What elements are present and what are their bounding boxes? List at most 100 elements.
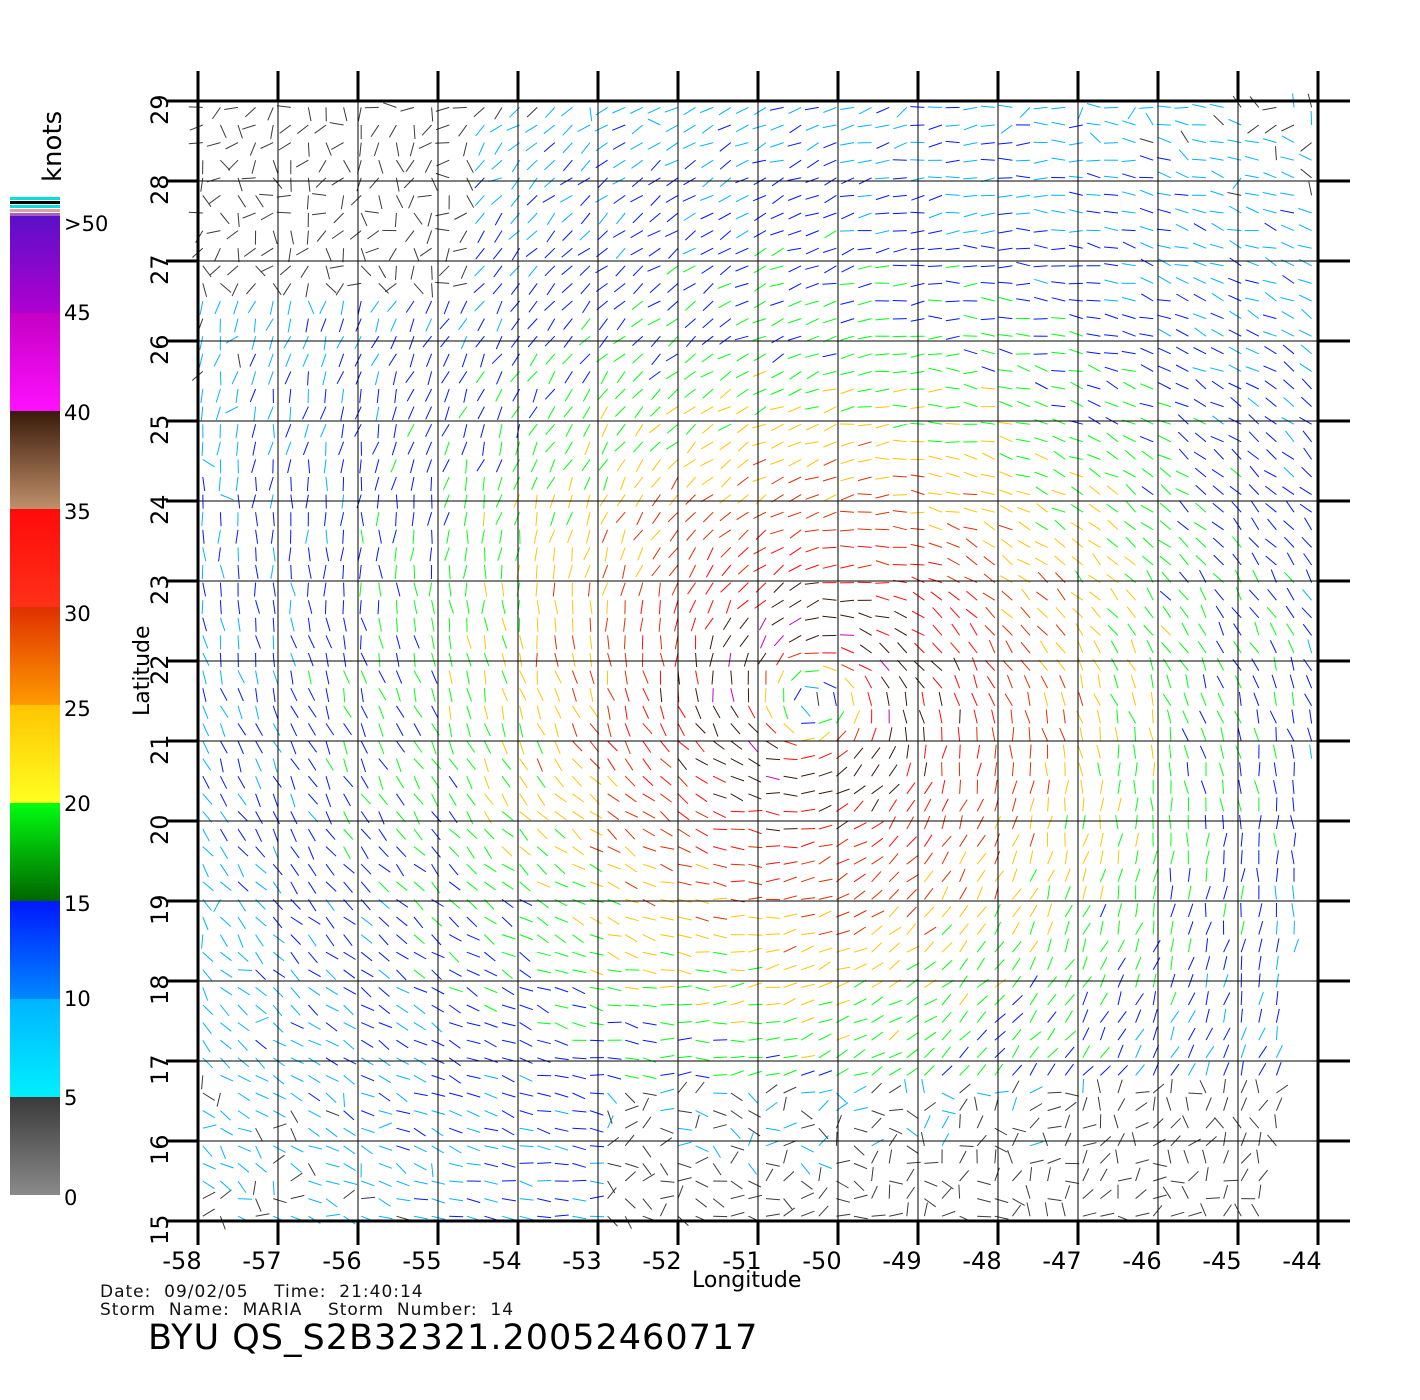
wind-vector — [713, 969, 727, 974]
wind-vector — [255, 1004, 267, 1015]
wind-vector — [805, 353, 819, 358]
wind-vector — [1087, 242, 1101, 249]
wind-vector — [1047, 1011, 1057, 1023]
wind-vector — [1188, 1138, 1201, 1147]
wind-vector — [642, 670, 649, 684]
wind-vector — [501, 582, 505, 597]
wind-vector — [757, 652, 767, 665]
wind-vector — [734, 335, 749, 341]
wind-vector — [519, 898, 533, 907]
wind-vector — [1064, 994, 1075, 1006]
wind-vector — [923, 834, 933, 847]
wind-vector — [607, 1074, 622, 1080]
wind-vector — [395, 652, 400, 667]
wind-vector — [565, 423, 573, 437]
wind-vector — [324, 388, 327, 403]
wind-vector — [615, 511, 626, 524]
wind-vector — [927, 282, 943, 285]
wind-vector — [765, 723, 777, 734]
wind-vector — [986, 676, 996, 689]
wind-vector — [466, 916, 478, 928]
wind-vector — [701, 335, 714, 346]
wind-vector — [290, 230, 294, 245]
wind-vector — [466, 934, 480, 941]
wind-vector — [888, 1184, 891, 1199]
wind-vector — [910, 211, 925, 214]
wind-vector — [923, 744, 927, 759]
wind-vector — [237, 705, 243, 720]
wind-vector — [893, 525, 907, 531]
wind-vector — [659, 705, 665, 720]
wind-vector — [1016, 400, 1031, 408]
wind-vector — [1104, 401, 1119, 408]
wind-vector — [374, 476, 380, 491]
wind-vector — [1205, 885, 1211, 900]
wind-vector — [1065, 1180, 1080, 1184]
wind-vector — [998, 247, 1013, 251]
wind-vector — [734, 142, 749, 147]
wind-vector — [822, 318, 837, 324]
wind-vector — [1249, 1117, 1260, 1129]
wind-vector — [1082, 1142, 1097, 1147]
wind-vector — [969, 623, 978, 636]
wind-vector — [483, 652, 490, 667]
wind-vector — [836, 1034, 850, 1041]
wind-vector — [607, 898, 621, 906]
wind-vector — [700, 370, 714, 378]
wind-vector — [378, 776, 384, 790]
wind-vector — [1086, 282, 1101, 284]
wind-vector — [448, 828, 461, 839]
wind-vector — [607, 1180, 616, 1194]
wind-vector — [1086, 193, 1101, 196]
wind-vector — [1240, 955, 1243, 970]
wind-vector — [413, 617, 417, 632]
wind-vector — [783, 1069, 797, 1076]
wind-vector — [1061, 1202, 1066, 1217]
wind-vector — [840, 388, 855, 395]
wind-vector — [875, 194, 890, 201]
wind-vector — [765, 1140, 780, 1147]
wind-vector — [378, 652, 381, 667]
wind-vector — [1166, 1097, 1172, 1111]
wind-vector — [1122, 137, 1136, 144]
wind-vector — [1152, 939, 1161, 953]
wind-vector — [572, 1198, 587, 1202]
wind-vector — [753, 546, 767, 555]
wind-vector — [770, 230, 784, 236]
wind-vector — [1239, 815, 1242, 830]
wind-vector — [448, 916, 460, 928]
wind-vector — [466, 758, 476, 770]
wind-vector — [1253, 692, 1260, 706]
wind-vector — [945, 140, 960, 144]
wind-vector — [563, 335, 573, 348]
wind-vector — [1269, 710, 1277, 724]
wind-vector — [307, 723, 316, 736]
wind-vector — [273, 1198, 287, 1204]
wind-vector — [394, 212, 397, 228]
wind-vector — [1070, 399, 1084, 408]
wind-vector — [1247, 450, 1260, 460]
wind-vector — [1223, 903, 1227, 918]
wind-vector — [546, 230, 556, 243]
wind-vector — [1258, 1045, 1268, 1059]
wind-vector — [499, 529, 503, 544]
y-axis-title: Latitude — [130, 625, 155, 716]
wind-vector — [1291, 691, 1295, 706]
wind-vector — [446, 529, 450, 544]
wind-vector — [748, 1092, 759, 1104]
wind-vector — [466, 811, 474, 825]
wind-vector — [431, 934, 442, 946]
wind-vector — [702, 300, 714, 311]
wind-vector — [413, 600, 418, 615]
wind-vector — [670, 476, 679, 490]
wind-vector — [853, 1145, 865, 1156]
wind-vector — [202, 670, 207, 685]
wind-vector — [535, 652, 538, 668]
wind-vector — [1020, 659, 1031, 671]
wind-vector — [1308, 181, 1313, 196]
wind-vector — [1064, 1185, 1071, 1199]
wind-vector — [800, 1192, 815, 1200]
wind-vector — [607, 1162, 622, 1168]
wind-vector — [395, 775, 405, 789]
wind-vector — [889, 1108, 904, 1112]
